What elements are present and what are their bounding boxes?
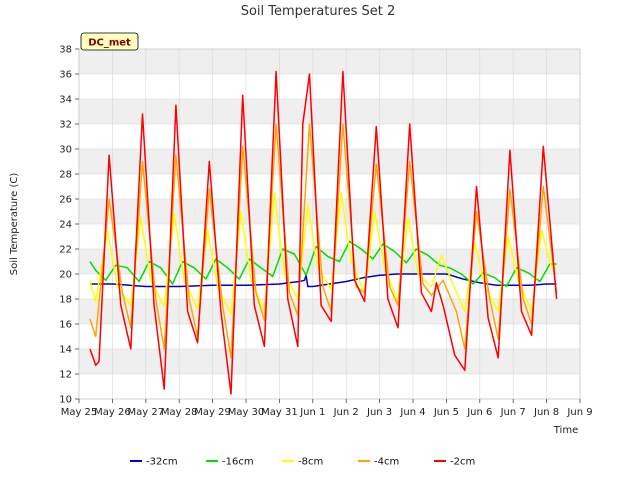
- x-tick-label: May 30: [228, 407, 265, 418]
- legend-label: -8cm: [298, 457, 323, 468]
- y-axis-ticks: 10 12 14 16 18 20 22 24 26 28 30 32 34 36 38: [59, 45, 79, 406]
- legend-item: -16cm: [206, 457, 254, 468]
- y-tick-label: 32: [59, 120, 72, 131]
- x-tick-label: Jun 7: [500, 407, 526, 418]
- series-line-8cmcm: [89, 192, 557, 315]
- station-badge-text: DC_met: [88, 38, 131, 49]
- plot-band: [79, 349, 580, 374]
- x-axis-label: Time: [553, 425, 578, 436]
- x-tick-label: Jun 9: [566, 407, 592, 418]
- y-tick-label: 14: [59, 345, 72, 356]
- x-tick-label: Jun 6: [466, 407, 492, 418]
- chart-title: Soil Temperatures Set 2: [241, 4, 396, 19]
- series-line-2cmcm: [89, 70, 558, 395]
- y-tick-label: 30: [59, 145, 72, 156]
- y-tick-label: 10: [59, 395, 72, 406]
- x-tick-label: May 26: [94, 407, 131, 418]
- y-tick-label: 24: [59, 220, 72, 231]
- station-badge: DC_met: [80, 32, 139, 51]
- x-tick-label: May 28: [161, 407, 198, 418]
- y-tick-label: 16: [59, 320, 72, 331]
- y-tick-label: 26: [59, 195, 72, 206]
- y-tick-label: 34: [59, 95, 72, 106]
- series-line-4cmcm: [89, 123, 558, 359]
- series-line-32cmcm: [90, 273, 557, 288]
- legend-label: -32cm: [146, 457, 178, 468]
- x-tick-label: Jun 8: [533, 407, 559, 418]
- legend-item: -8cm: [282, 457, 323, 468]
- y-tick-label: 12: [59, 370, 72, 381]
- series-lines: [89, 70, 558, 395]
- x-tick-label: Jun 4: [399, 407, 425, 418]
- x-tick-label: Jun 5: [433, 407, 459, 418]
- x-tick-label: Jun 2: [333, 407, 359, 418]
- legend-label: -16cm: [222, 457, 254, 468]
- plot-band: [79, 199, 580, 224]
- plot-band: [79, 49, 580, 74]
- x-tick-label: Jun 3: [366, 407, 392, 418]
- y-tick-label: 20: [59, 270, 72, 281]
- x-tick-label: May 29: [194, 407, 231, 418]
- x-tick-label: Jun 1: [299, 407, 325, 418]
- plot-band: [79, 99, 580, 124]
- x-tick-label: May 25: [61, 407, 98, 418]
- x-tick-label: May 31: [261, 407, 298, 418]
- legend-item: -4cm: [358, 457, 399, 468]
- y-tick-label: 22: [59, 245, 72, 256]
- legend-item: -2cm: [434, 457, 475, 468]
- y-tick-label: 28: [59, 170, 72, 181]
- legend-label: -2cm: [450, 457, 475, 468]
- y-tick-label: 18: [59, 295, 72, 306]
- y-tick-label: 36: [59, 70, 72, 81]
- legend-item: -32cm: [130, 457, 178, 468]
- y-tick-label: 38: [59, 45, 72, 56]
- plot-band: [79, 149, 580, 174]
- y-axis-label: Soil Temperature (C): [9, 173, 20, 276]
- legend-label: -4cm: [374, 457, 399, 468]
- legend: -32cm -16cm -8cm -4cm -2cm: [130, 457, 475, 468]
- x-tick-label: May 27: [128, 407, 165, 418]
